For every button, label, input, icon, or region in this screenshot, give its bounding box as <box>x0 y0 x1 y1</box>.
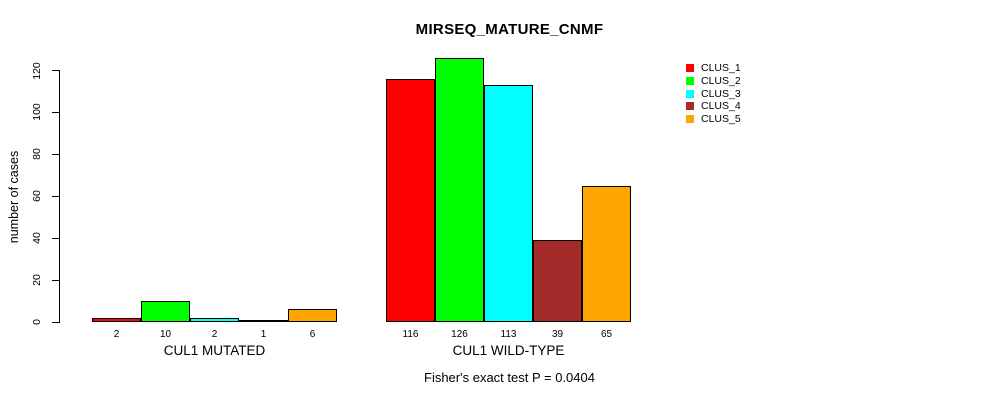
legend-row: CLUS_2 <box>686 75 741 88</box>
y-axis-line <box>59 70 60 323</box>
legend-row: CLUS_5 <box>686 113 741 126</box>
bar-value-label: 2 <box>211 329 218 340</box>
y-tick-label: 40 <box>31 232 43 244</box>
y-tick-label: 120 <box>31 61 43 80</box>
chart-title: MIRSEQ_MATURE_CNMF <box>415 21 604 38</box>
y-tick-mark <box>52 321 59 323</box>
y-tick-mark <box>52 195 59 197</box>
legend-swatch-icon <box>686 89 694 98</box>
bar-clus_1-mutated <box>92 317 141 322</box>
bar-clus_2-mutated <box>141 301 190 322</box>
y-tick-mark <box>52 237 59 239</box>
group-label-mutated: CUL1 MUTATED <box>163 343 266 358</box>
bar-value-label: 126 <box>451 329 468 340</box>
bar-clus_5-wild-type <box>582 185 631 322</box>
legend-row: CLUS_4 <box>686 100 741 113</box>
legend-label: CLUS_1 <box>701 62 741 75</box>
legend-label: CLUS_5 <box>701 113 741 126</box>
y-tick-mark <box>52 70 59 71</box>
bar-value-label: 6 <box>309 329 316 340</box>
legend-row: CLUS_1 <box>686 62 741 75</box>
y-axis-title: number of cases <box>7 150 21 244</box>
bar-clus_1-wild-type <box>386 78 435 322</box>
y-tick-label: 60 <box>31 190 43 203</box>
bar-value-label: 1 <box>260 329 267 340</box>
bar-value-label: 116 <box>402 329 419 340</box>
bar-clus_3-mutated <box>190 317 239 322</box>
legend-label: CLUS_3 <box>701 87 741 100</box>
legend-label: CLUS_4 <box>701 100 741 113</box>
y-tick-label: 80 <box>31 148 43 161</box>
bar-value-label: 10 <box>159 329 172 340</box>
legend-swatch-icon <box>686 102 694 111</box>
bar-value-label: 39 <box>551 329 564 340</box>
legend-row: CLUS_3 <box>686 87 741 100</box>
legend-swatch-icon <box>686 64 694 73</box>
y-tick-mark <box>52 279 59 281</box>
y-tick-label: 20 <box>31 274 43 286</box>
y-tick-mark <box>52 153 59 155</box>
legend-swatch-icon <box>686 77 694 86</box>
bar-clus_4-mutated <box>239 319 288 322</box>
y-tick-mark <box>52 111 59 113</box>
footer-note: Fisher's exact test P = 0.0404 <box>424 370 595 385</box>
bar-value-label: 65 <box>600 329 613 340</box>
bar-clus_5-mutated <box>288 309 337 322</box>
legend-swatch-icon <box>686 115 694 124</box>
legend: CLUS_1 CLUS_2 CLUS_3 CLUS_4 CLUS_5 <box>686 62 741 125</box>
bar-value-label: 113 <box>500 329 517 340</box>
bar-value-label: 2 <box>113 329 120 340</box>
bar-clus_3-wild-type <box>484 85 533 322</box>
y-tick-label: 0 <box>31 319 43 325</box>
group-label-wild-type: CUL1 WILD-TYPE <box>452 343 565 358</box>
bar-clus_2-wild-type <box>435 57 484 322</box>
bar-clus_4-wild-type <box>533 240 582 322</box>
y-tick-label: 100 <box>31 103 43 122</box>
legend-label: CLUS_2 <box>701 75 741 88</box>
